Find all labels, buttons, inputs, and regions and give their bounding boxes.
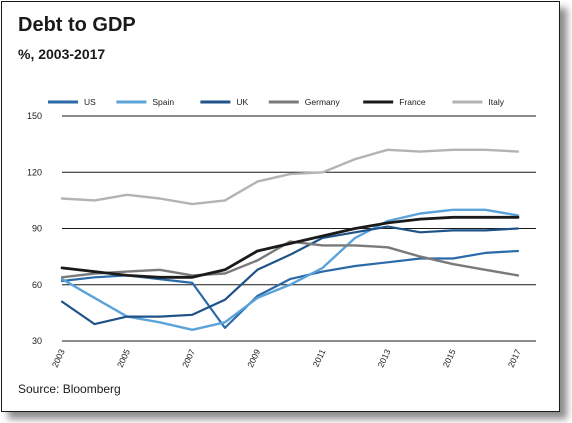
x-tick-label: 2015 — [441, 347, 458, 369]
x-tick-label: 2005 — [115, 347, 132, 369]
legend-label-uk: UK — [236, 97, 248, 107]
y-tick-label: 150 — [27, 111, 42, 121]
chart-source: Source: Bloomberg — [18, 382, 121, 396]
y-tick-label: 30 — [32, 336, 42, 346]
legend-label-germany: Germany — [305, 97, 341, 107]
legend-label-italy: Italy — [488, 97, 504, 107]
y-tick-label: 120 — [27, 167, 42, 177]
legend-label-us: US — [84, 97, 96, 107]
x-tick-label: 2003 — [50, 347, 67, 369]
series-line-spain — [60, 208, 520, 331]
y-tick-label: 90 — [32, 224, 42, 234]
chart-card — [1, 1, 560, 412]
series-line-germany — [60, 240, 520, 279]
x-tick-label: 2017 — [506, 347, 523, 369]
chart-subtitle: %, 2003-2017 — [18, 46, 106, 62]
x-tick-label: 2009 — [245, 347, 262, 369]
x-tick-label: 2013 — [375, 347, 392, 369]
legend-label-spain: Spain — [152, 97, 174, 107]
legend-label-france: France — [399, 97, 426, 107]
chart-title: Debt to GDP — [18, 14, 136, 36]
series-line-france — [60, 215, 520, 279]
series-line-italy — [60, 148, 520, 206]
x-tick-label: 2007 — [180, 347, 197, 369]
x-tick-label: 2011 — [311, 347, 328, 368]
y-tick-label: 60 — [32, 280, 42, 290]
series-line-uk — [60, 225, 520, 326]
